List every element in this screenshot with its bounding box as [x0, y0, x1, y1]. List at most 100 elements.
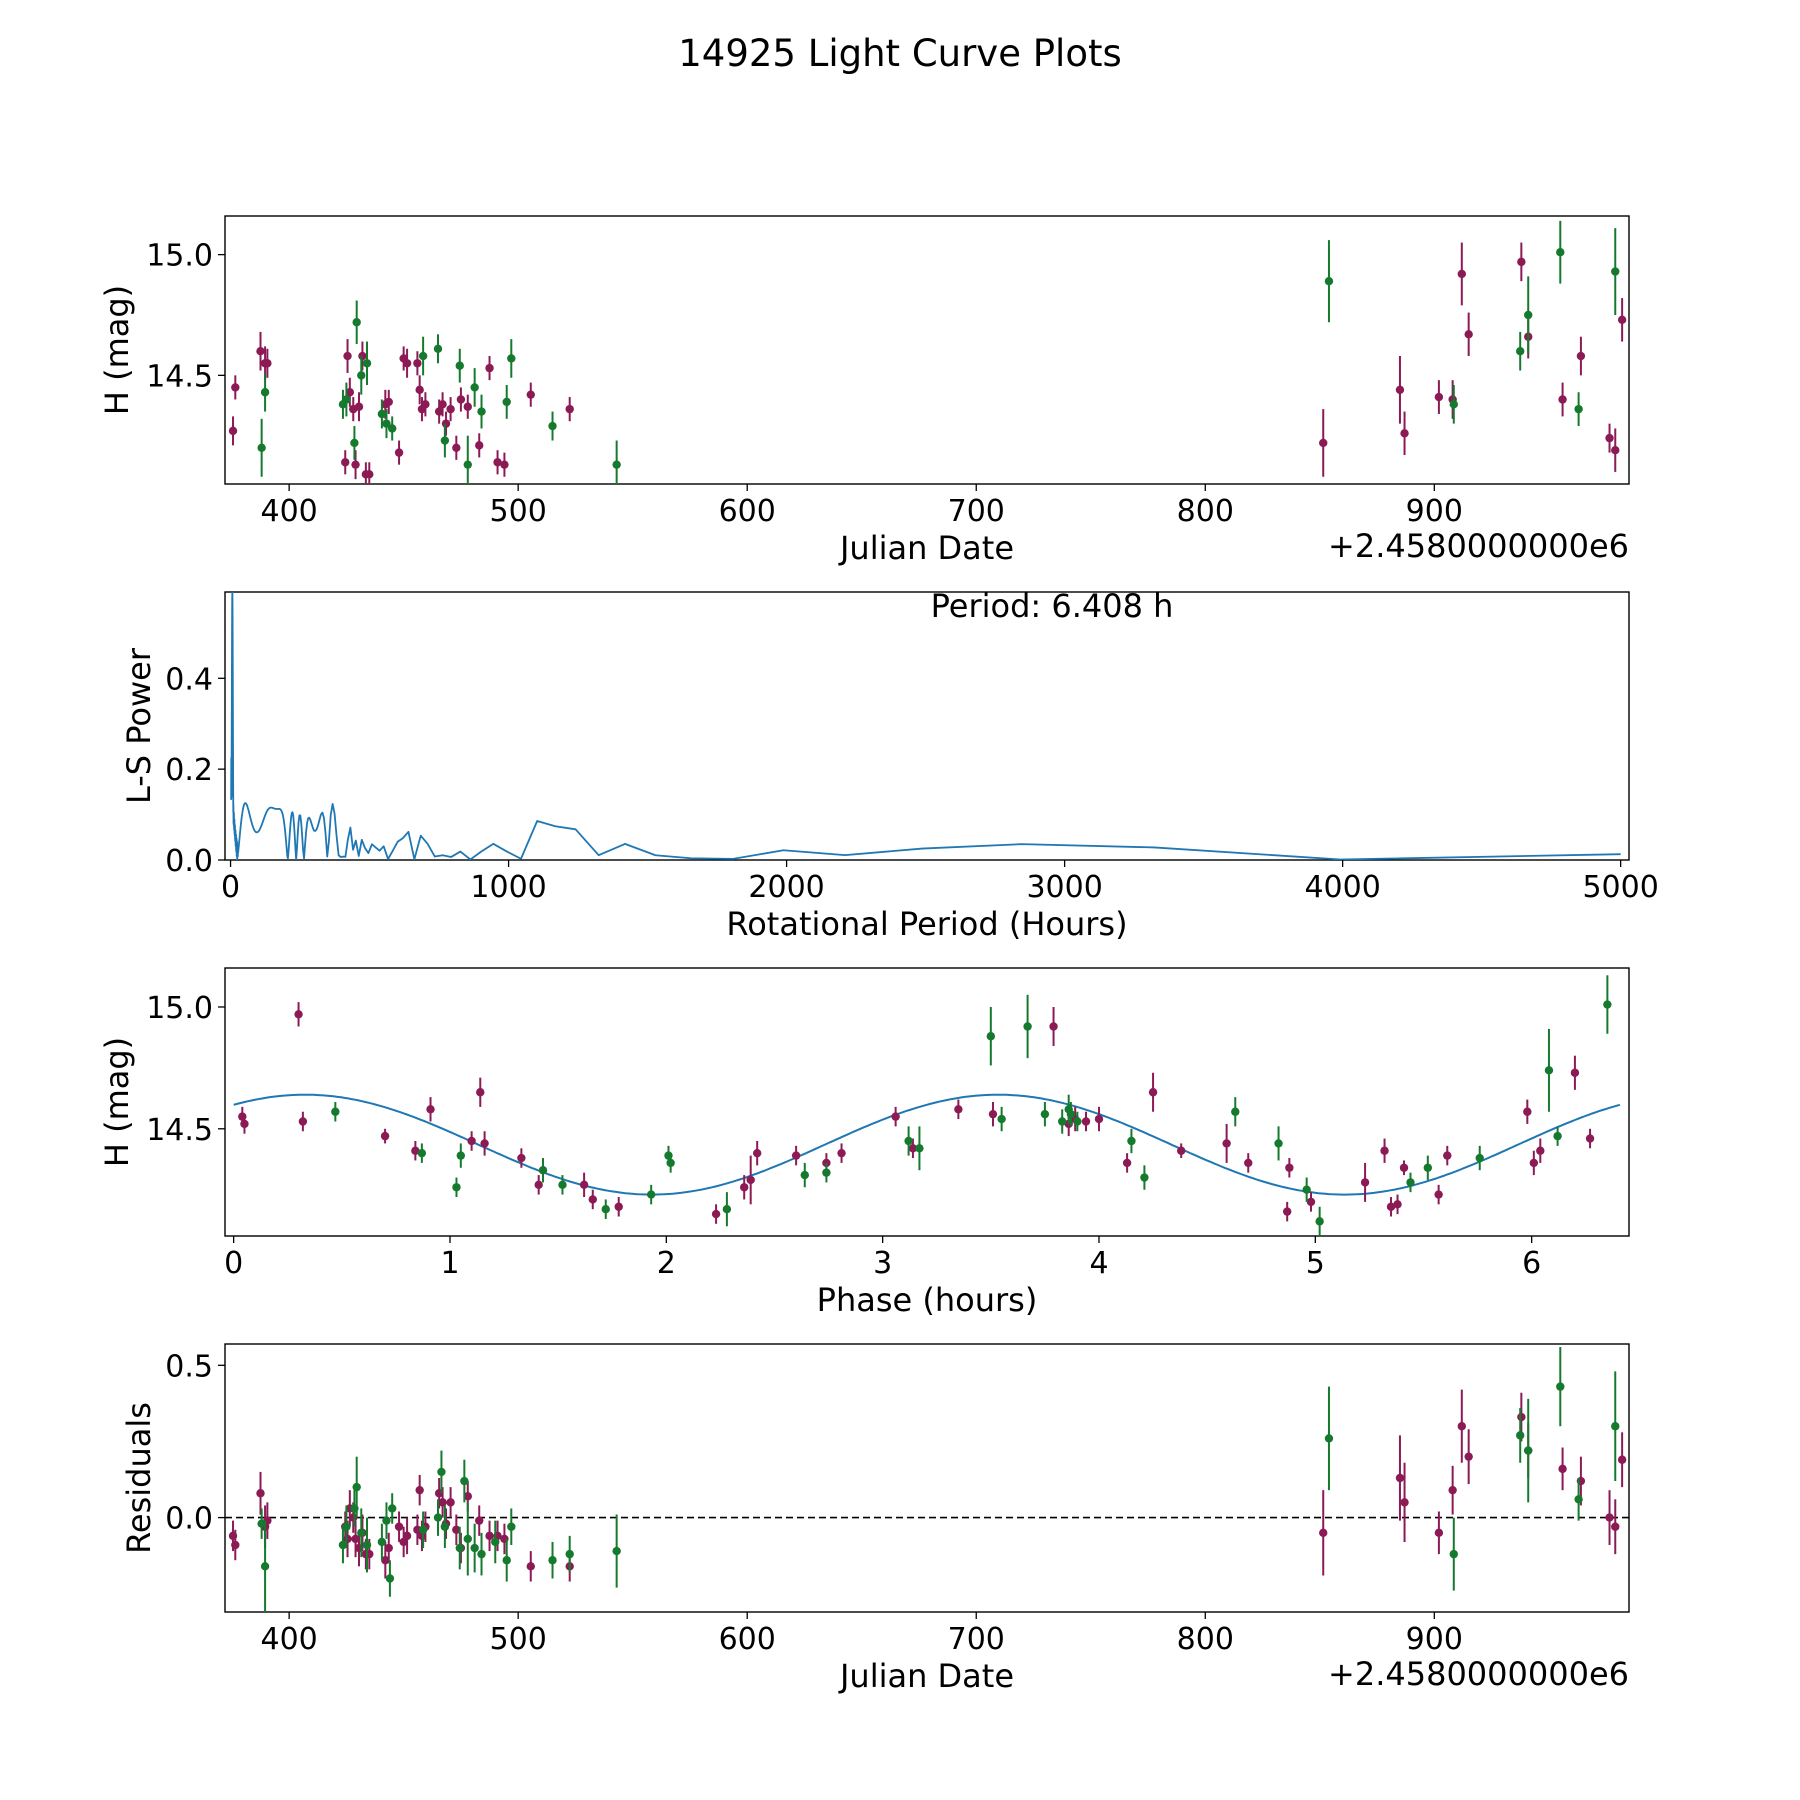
green-data-point: [460, 1476, 469, 1486]
red-data-point: [534, 1180, 543, 1190]
red-data-point: [1585, 1134, 1595, 1143]
red-data-point: [467, 1136, 476, 1146]
green-data-point: [565, 1549, 574, 1559]
red-data-point: [1094, 1114, 1104, 1124]
green-data-point: [387, 1504, 397, 1513]
green-data-point: [377, 409, 387, 419]
red-data-point: [1122, 1158, 1132, 1168]
x-tick-label: 900: [1406, 1622, 1463, 1657]
red-data-point: [1529, 1158, 1539, 1168]
green-data-point: [350, 438, 359, 448]
phased-ylabel: H (mag): [98, 1037, 136, 1167]
red-data-point: [343, 351, 352, 361]
green-data-point: [1406, 1178, 1415, 1187]
red-data-point: [1576, 351, 1586, 361]
green-data-point: [1127, 1136, 1136, 1146]
red-data-point: [1222, 1139, 1231, 1148]
red-data-point: [1395, 1473, 1405, 1483]
red-data-point: [402, 1531, 412, 1541]
red-data-point: [493, 458, 502, 467]
x-tick-label: 900: [1406, 494, 1463, 529]
red-data-point: [1306, 1197, 1316, 1207]
red-data-point: [426, 1105, 435, 1114]
residuals-ylabel: Residuals: [120, 1402, 158, 1554]
lightcurve-points-group: [228, 220, 1627, 484]
x-tick-label: 800: [1177, 1622, 1234, 1657]
green-data-point: [915, 1144, 924, 1153]
x-tick-label: 6: [1522, 1246, 1541, 1281]
phased-xlabel: Phase (hours): [817, 1281, 1038, 1319]
green-data-point: [1066, 1109, 1076, 1119]
green-data-point: [1611, 267, 1620, 276]
red-data-point: [463, 402, 472, 411]
green-data-point: [548, 1556, 557, 1565]
green-data-point: [1315, 1217, 1324, 1226]
red-data-point: [446, 1498, 455, 1507]
green-data-point: [491, 1537, 500, 1547]
green-data-point: [257, 1519, 266, 1528]
y-tick-label: 15.0: [146, 239, 213, 274]
green-data-point: [352, 318, 361, 327]
red-data-point: [434, 407, 444, 416]
green-data-point: [507, 354, 516, 363]
red-data-point: [446, 404, 455, 414]
green-data-point: [1231, 1107, 1240, 1116]
green-data-point: [1073, 1117, 1082, 1126]
red-data-point: [263, 359, 272, 368]
green-data-point: [477, 1549, 486, 1559]
red-data-point: [231, 1540, 240, 1550]
red-data-point: [1282, 1207, 1292, 1216]
green-data-point: [331, 1107, 340, 1116]
green-data-point: [601, 1205, 610, 1214]
green-data-point: [437, 1467, 446, 1477]
red-data-point: [1611, 1522, 1620, 1531]
green-data-point: [1556, 1382, 1565, 1391]
green-data-point: [1324, 1434, 1334, 1443]
red-data-point: [480, 1139, 489, 1148]
red-data-point: [588, 1195, 597, 1204]
red-data-point: [475, 441, 484, 450]
green-data-point: [502, 1556, 511, 1565]
red-data-point: [752, 1148, 762, 1158]
red-data-point: [351, 460, 360, 469]
red-data-point: [1464, 1452, 1473, 1461]
periodogram-curve: [230, 592, 1621, 860]
green-data-point: [1023, 1022, 1032, 1031]
x-tick-label: 400: [260, 1622, 317, 1657]
lightcurve-ylabel: H (mag): [98, 285, 136, 415]
red-data-point: [341, 458, 350, 467]
red-data-point: [485, 363, 494, 373]
red-data-point: [1393, 1200, 1402, 1209]
red-data-point: [1617, 315, 1627, 325]
y-tick-label: 0.0: [165, 1502, 213, 1537]
red-data-point: [452, 443, 461, 452]
y-tick-label: 14.5: [146, 1113, 213, 1148]
red-data-point: [380, 1131, 390, 1141]
red-data-point: [441, 419, 451, 428]
x-tick-label: 0: [224, 1246, 243, 1281]
red-data-point: [1360, 1178, 1370, 1187]
green-data-point: [377, 1537, 387, 1547]
green-data-point: [260, 388, 270, 397]
red-data-point: [1443, 1151, 1452, 1160]
green-data-point: [433, 344, 443, 353]
green-data-point: [1524, 1446, 1533, 1455]
green-data-point: [1611, 1422, 1620, 1431]
red-data-point: [1457, 1422, 1467, 1431]
green-data-point: [470, 383, 479, 392]
red-data-point: [954, 1105, 963, 1114]
green-data-point: [452, 1183, 461, 1192]
red-data-point: [1400, 1498, 1409, 1507]
red-data-point: [517, 1153, 526, 1163]
red-data-point: [614, 1202, 623, 1211]
x-tick-label: 4: [1089, 1246, 1108, 1281]
phased-panel: 0 1 2 3 4 5 6 14.5 15.0 Phase (hours) H (mag): [98, 967, 1630, 1319]
red-data-point: [1395, 385, 1405, 395]
red-data-point: [1386, 1202, 1396, 1211]
red-data-point: [908, 1144, 918, 1153]
green-data-point: [357, 371, 366, 380]
green-data-point: [1516, 347, 1525, 356]
red-data-point: [415, 385, 424, 395]
red-data-point: [1319, 438, 1328, 448]
